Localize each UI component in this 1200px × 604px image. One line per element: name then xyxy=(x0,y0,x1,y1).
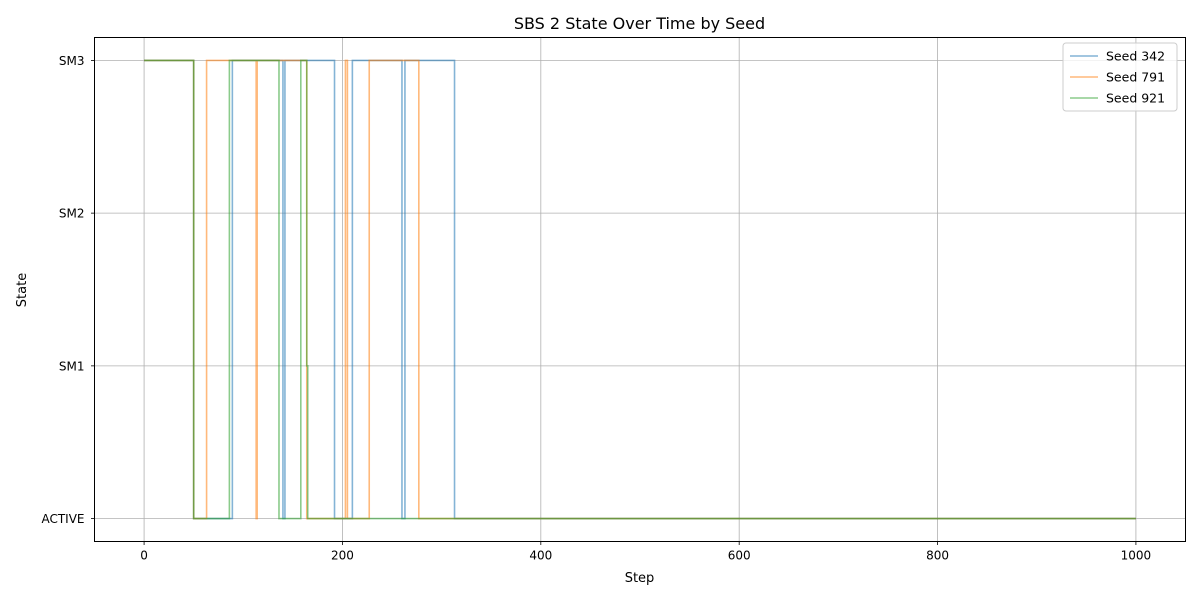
chart-title: SBS 2 State Over Time by Seed xyxy=(514,14,765,33)
legend-label: Seed 342 xyxy=(1106,49,1165,64)
legend-box xyxy=(1062,42,1178,112)
legend-label: Seed 791 xyxy=(1106,70,1165,85)
y-axis-ticks: ACTIVE SM1 SM2 SM3 xyxy=(41,54,95,526)
y-axis-label: State xyxy=(15,273,30,307)
legend: Seed 342 Seed 791 Seed 921 xyxy=(1062,42,1178,112)
series-line-2 xyxy=(144,59,1136,520)
x-tick-label: 1000 xyxy=(1121,549,1152,563)
x-tick-label: 600 xyxy=(728,549,751,563)
series-lines xyxy=(144,59,1136,520)
x-tick-label: 200 xyxy=(331,549,354,563)
x-tick-label: 800 xyxy=(926,549,949,563)
grid-lines xyxy=(94,37,1186,542)
y-tick-label: SM1 xyxy=(59,359,85,373)
series-line-3 xyxy=(144,59,1136,520)
y-tick-label: ACTIVE xyxy=(41,512,84,526)
x-tick-label: 0 xyxy=(140,549,148,563)
y-tick-label: SM2 xyxy=(59,207,85,221)
plot-frame xyxy=(94,37,1186,542)
x-axis-ticks: 0 200 400 600 800 1000 xyxy=(140,541,1152,563)
series-line-1 xyxy=(144,59,1136,520)
x-tick-label: 400 xyxy=(529,549,552,563)
y-tick-label: SM3 xyxy=(59,54,85,68)
legend-label: Seed 921 xyxy=(1106,91,1165,106)
x-axis-label: Step xyxy=(625,571,655,586)
